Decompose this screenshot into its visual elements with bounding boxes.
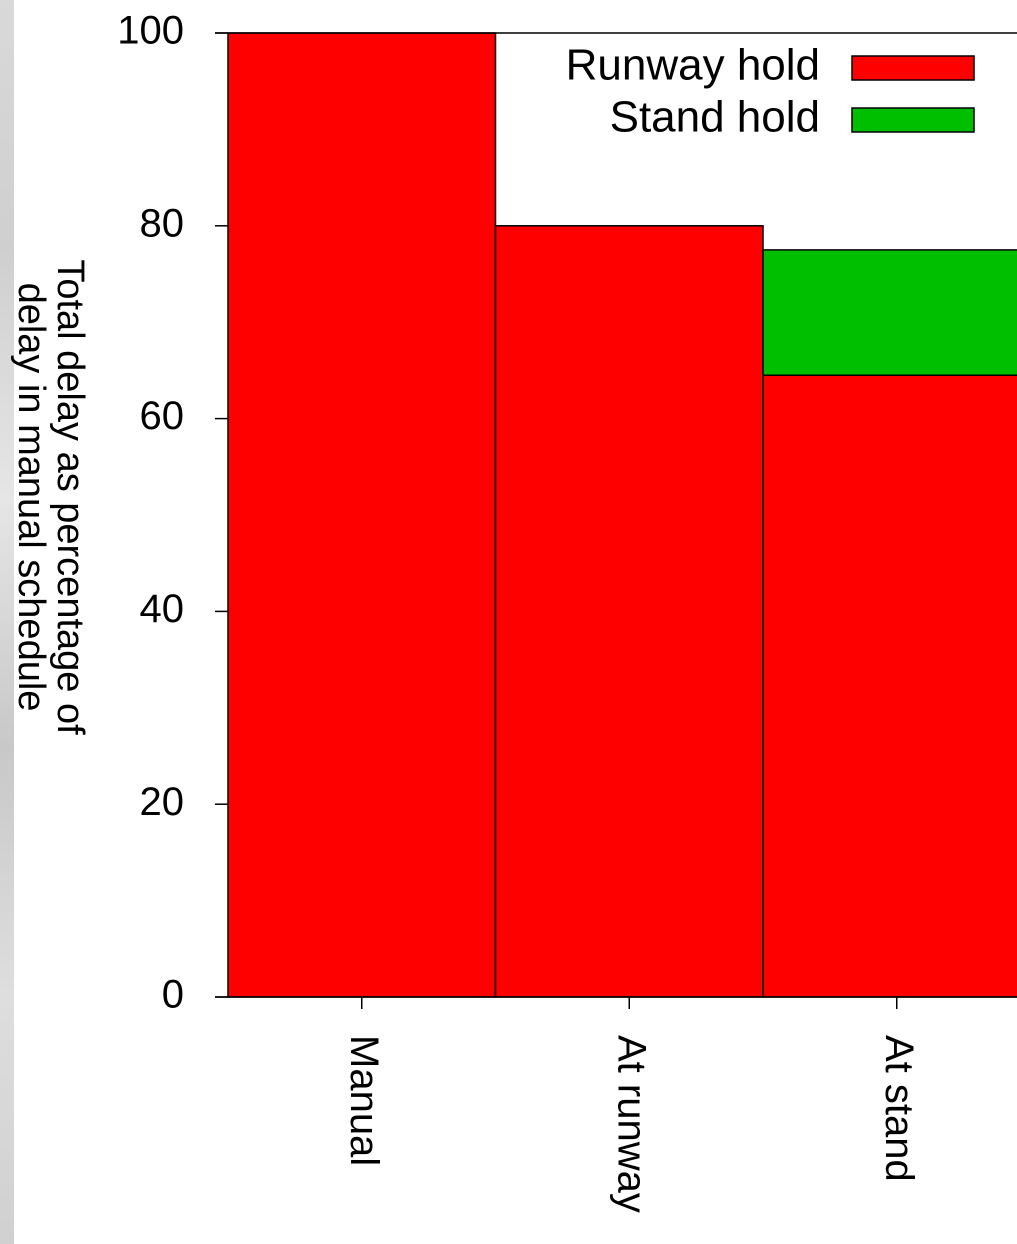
axes-layer <box>215 32 1017 998</box>
y-tick-label: 100 <box>117 9 184 53</box>
y-tick-label: 0 <box>162 973 184 1017</box>
y-axis-title-line-2: delay in manual schedule <box>10 283 52 712</box>
legend-swatch-stand-hold <box>851 107 975 133</box>
bars-layer <box>227 32 1017 998</box>
bar-runway-hold-manual <box>227 32 497 998</box>
y-axis-title-line-1: Total delay as percentage of <box>49 259 91 735</box>
y-tick-label: 40 <box>140 587 185 631</box>
y-ticks: 0 20 40 60 80 100 <box>117 9 228 1017</box>
legend-label-runway-hold: Runway hold <box>566 41 820 90</box>
x-tick-label-at-stand: At stand <box>877 1035 921 1182</box>
y-axis-title: Total delay as percentage of delay in ma… <box>10 259 91 735</box>
background-strip <box>0 0 14 1244</box>
legend-swatch-runway-hold <box>851 55 975 81</box>
y-tick-label: 60 <box>140 394 185 438</box>
x-tick-labels: Manual At runway At stand <box>342 997 921 1213</box>
x-tick-label-at-runway: At runway <box>610 1035 654 1213</box>
legend-label-stand-hold: Stand hold <box>610 93 820 142</box>
y-tick-label: 80 <box>140 201 185 245</box>
y-tick-label: 20 <box>140 780 185 824</box>
bar-stand-hold-at-stand <box>762 249 1017 376</box>
x-tick-label-manual: Manual <box>342 1035 386 1166</box>
bar-runway-hold-at-stand <box>762 374 1017 998</box>
bar-runway-hold-at-runway <box>494 225 764 998</box>
